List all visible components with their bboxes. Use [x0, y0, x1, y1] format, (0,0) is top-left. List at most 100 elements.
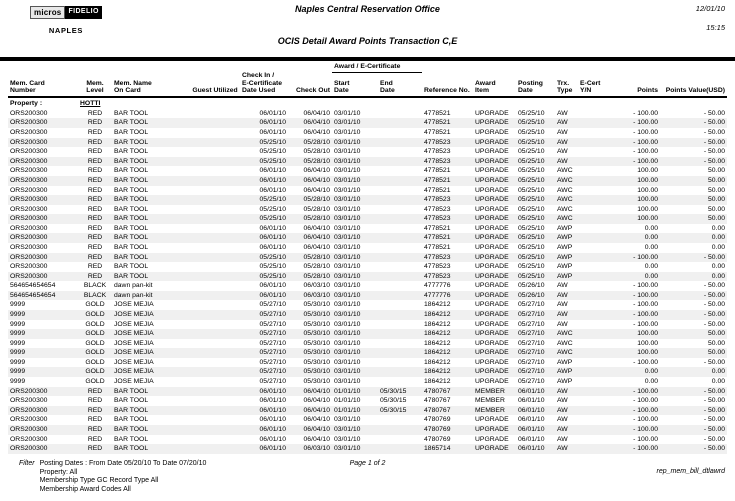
cell-end — [378, 186, 422, 196]
cell-start: 01/01/10 — [334, 406, 361, 414]
cell-end — [378, 310, 422, 320]
cell-card: ORS200300 — [10, 129, 48, 137]
table-row: 9999 GOLD JOSE MEJIA 05/27/10 05/30/10 03/01/… — [8, 320, 727, 330]
cell-trx: AW — [557, 406, 568, 414]
cell-guest — [190, 195, 240, 205]
cell-level: RED — [87, 119, 103, 127]
cell-ref: 4778521 — [424, 167, 451, 175]
cell-ref: 1864212 — [424, 320, 451, 328]
cell-guest — [190, 109, 240, 119]
cell-name: BAR TOOL — [114, 406, 149, 414]
table-row: ORS200300 RED BAR TOOL 05/25/10 05/28/10 03/0… — [8, 147, 727, 157]
cell-start: 03/01/10 — [334, 234, 361, 242]
cell-guest — [190, 425, 240, 435]
cell-checkout: 06/04/10 — [303, 129, 330, 137]
cell-guest — [190, 396, 240, 406]
cell-posting: 06/01/10 — [518, 397, 545, 405]
cell-posting: 05/25/10 — [518, 205, 545, 213]
cell-start: 03/01/10 — [334, 205, 361, 213]
column-header-value: Points Value(USD) — [660, 72, 728, 98]
cell-ref: 4778523 — [424, 196, 451, 204]
cell-name: BAR TOOL — [114, 148, 149, 156]
cell-checkin: 05/27/10 — [259, 301, 286, 309]
cell-ref: 4780767 — [424, 387, 451, 395]
cell-trx: AWC — [557, 167, 573, 175]
cell-card: ORS200300 — [10, 215, 48, 223]
cell-posting: 05/25/10 — [518, 176, 545, 184]
cell-ref: 1864212 — [424, 301, 451, 309]
cell-posting: 06/01/10 — [518, 387, 545, 395]
table-row: ORS200300 RED BAR TOOL 06/01/10 06/04/10 03/0… — [8, 109, 727, 119]
cell-ref: 4777776 — [424, 282, 451, 290]
cell-start: 03/01/10 — [334, 129, 361, 137]
cell-level: GOLD — [85, 311, 105, 319]
cell-card: ORS200300 — [10, 205, 48, 213]
cell-card: 9999 — [10, 330, 26, 338]
cell-trx: AW — [557, 138, 568, 146]
cell-value: - 50.00 — [703, 119, 726, 127]
cell-name: JOSE MEJIA — [114, 368, 154, 376]
table-row: 9999 GOLD JOSE MEJIA 05/27/10 05/30/10 03/01/… — [8, 329, 728, 339]
cell-ref: 1864212 — [424, 358, 451, 366]
cell-name: JOSE MEJIA — [114, 320, 154, 328]
cell-card: ORS200300 — [10, 397, 48, 405]
cell-item: UPGRADE — [475, 196, 509, 204]
cell-ecert — [578, 367, 610, 377]
cell-guest — [190, 329, 240, 339]
cell-guest — [190, 205, 240, 215]
cell-checkin: 06/01/10 — [259, 445, 286, 453]
cell-ecert — [578, 291, 610, 301]
cell-guest — [190, 367, 240, 377]
cell-guest — [190, 406, 240, 416]
cell-points: - 100.00 — [633, 253, 659, 261]
table-row: ORS200300 RED BAR TOOL 06/01/10 06/04/10 01/0… — [8, 386, 728, 397]
table-row: 564654654654 BLACK dawn pan-kit 06/01/10 06/… — [8, 290, 728, 301]
cell-end: 05/30/15 — [380, 397, 407, 405]
cell-end — [378, 367, 422, 377]
cell-item: UPGRADE — [475, 358, 509, 366]
cell-card: ORS200300 — [10, 435, 48, 443]
cell-points: - 100.00 — [633, 425, 659, 433]
column-header-card: Mem. Card Number — [8, 72, 78, 98]
cell-checkin: 06/01/10 — [259, 291, 286, 299]
cell-checkin: 05/27/10 — [259, 311, 286, 319]
cell-item: UPGRADE — [475, 243, 509, 251]
cell-ecert — [578, 195, 610, 205]
group-header-row: Award / E-Certificate — [8, 63, 727, 73]
cell-trx: AW — [557, 282, 568, 290]
cell-card: ORS200300 — [10, 406, 48, 414]
cell-ecert — [578, 166, 610, 176]
cell-name: BAR TOOL — [114, 109, 149, 117]
cell-ref: 1864212 — [424, 378, 451, 386]
cell-card: 564654654654 — [10, 282, 56, 290]
cell-checkout: 06/04/10 — [303, 119, 330, 127]
cell-start: 03/01/10 — [334, 272, 361, 280]
cell-ref: 4778521 — [424, 243, 451, 251]
cell-guest — [190, 224, 240, 234]
cell-ecert — [578, 444, 610, 454]
cell-end — [378, 425, 422, 435]
cell-checkin: 05/27/10 — [259, 368, 286, 376]
cell-ecert — [578, 320, 610, 330]
filter-label: Filter — [19, 460, 35, 467]
cell-guest — [190, 157, 240, 167]
cell-name: JOSE MEJIA — [114, 311, 154, 319]
cell-item: UPGRADE — [475, 378, 509, 386]
cell-ecert — [578, 272, 610, 282]
cell-checkin: 06/01/10 — [259, 234, 286, 242]
cell-value: 50.00 — [708, 176, 726, 184]
cell-checkin: 06/01/10 — [259, 129, 286, 137]
cell-posting: 06/01/10 — [518, 425, 545, 433]
cell-guest — [190, 147, 240, 157]
cell-points: - 100.00 — [633, 416, 659, 424]
cell-trx: AWP — [557, 368, 573, 376]
cell-points: 0.00 — [644, 263, 659, 271]
cell-level: RED — [87, 167, 103, 175]
cell-item: UPGRADE — [475, 109, 509, 117]
report-date: 12/01/10 — [695, 4, 725, 13]
cell-guest — [190, 128, 240, 138]
cell-ref: 4778521 — [424, 224, 451, 232]
cell-posting: 05/27/10 — [518, 339, 545, 347]
cell-trx: AW — [557, 397, 568, 405]
